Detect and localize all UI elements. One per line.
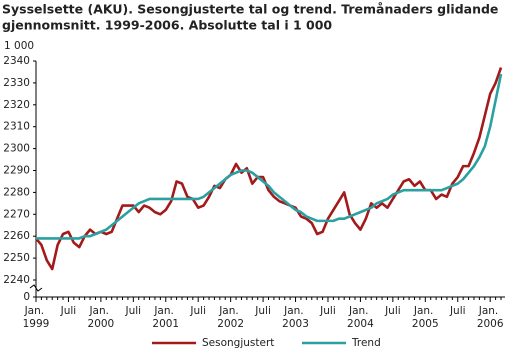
x-tick-label: Juli — [60, 305, 77, 317]
axis-break — [29, 284, 43, 292]
y-tick-label: 2290 — [3, 165, 30, 177]
x-tick-label: Juli — [384, 305, 401, 317]
y-tick-label: 2280 — [3, 186, 30, 198]
line-series — [34, 67, 503, 271]
x-tick-label: Juli — [189, 305, 206, 317]
x-tick-label: Jan. 2005 — [412, 305, 439, 330]
x-tick-label: Juli — [449, 305, 466, 317]
y-tick-label: 0 — [23, 291, 30, 303]
x-tick-label: Juli — [319, 305, 336, 317]
y-tick-label: 2240 — [3, 274, 30, 286]
legend-label: Sesongjustert — [202, 337, 274, 349]
y-tick-label: 2250 — [3, 252, 30, 264]
y-tick-label: 2270 — [3, 208, 30, 220]
line-series — [36, 73, 503, 240]
x-tick-label: Jan. 2000 — [88, 305, 115, 330]
x-tick-label: Jan. 2002 — [217, 305, 244, 330]
y-tick-label: 2320 — [3, 99, 30, 111]
x-tick-label: Jan. 2003 — [282, 305, 309, 330]
x-tick-label: Juli — [254, 305, 271, 317]
y-axis-label: 1 000 — [4, 40, 34, 52]
legend-label: Trend — [351, 337, 381, 349]
x-tick-label: Jan. 2006 — [477, 305, 504, 330]
chart-subtitle: gjennomsnitt. 1999-2006. Absolutte tal i… — [2, 18, 332, 33]
y-tick-label: 2340 — [3, 55, 30, 67]
y-tick-label: 2310 — [3, 121, 30, 133]
y-tick-label: 2330 — [3, 77, 30, 89]
y-tick-label: 2300 — [3, 143, 30, 155]
x-tick-label: Jan. 1999 — [23, 305, 50, 330]
x-tick-label: Juli — [125, 305, 142, 317]
chart-title: Sysselsette (AKU). Sesongjusterte tal og… — [2, 2, 498, 17]
x-tick-label: Jan. 2001 — [152, 305, 179, 330]
y-tick-label: 2260 — [3, 230, 30, 242]
x-tick-label: Jan. 2004 — [347, 305, 374, 330]
